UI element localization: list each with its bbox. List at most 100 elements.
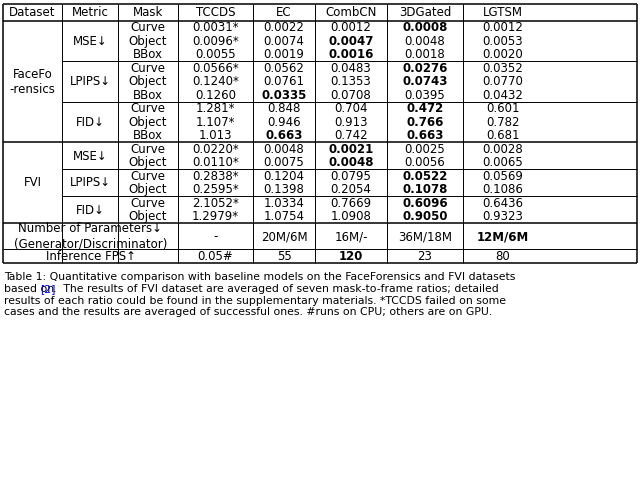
Text: MSE↓: MSE↓	[72, 35, 108, 48]
Text: 0.1204: 0.1204	[264, 170, 305, 183]
Text: 1.0908: 1.0908	[331, 210, 371, 223]
Text: 16M/-: 16M/-	[334, 230, 368, 243]
Text: 0.2838*: 0.2838*	[192, 170, 239, 183]
Text: 0.0048: 0.0048	[264, 143, 305, 156]
Text: 0.0220*: 0.0220*	[192, 143, 239, 156]
Text: Curve: Curve	[131, 197, 166, 210]
Text: Dataset: Dataset	[9, 6, 56, 19]
Text: 0.0096*: 0.0096*	[192, 35, 239, 48]
Text: 0.766: 0.766	[406, 116, 444, 129]
Text: 0.601: 0.601	[486, 102, 520, 115]
Text: 0.0335: 0.0335	[261, 89, 307, 102]
Text: 0.472: 0.472	[406, 102, 444, 115]
Text: 0.0031*: 0.0031*	[192, 21, 239, 34]
Text: 0.0708: 0.0708	[331, 89, 371, 102]
Text: 0.0352: 0.0352	[483, 62, 524, 75]
Text: Object: Object	[129, 183, 167, 196]
Text: 3DGated: 3DGated	[399, 6, 451, 19]
Text: 0.1240*: 0.1240*	[192, 75, 239, 88]
Text: Curve: Curve	[131, 143, 166, 156]
Text: 0.0053: 0.0053	[483, 35, 524, 48]
Text: -: -	[213, 230, 218, 243]
Text: 0.0110*: 0.0110*	[192, 156, 239, 169]
Text: 0.1353: 0.1353	[331, 75, 371, 88]
Text: TCCDS: TCCDS	[196, 6, 236, 19]
Text: Number of Parameters↓
(Generator/Discriminator): Number of Parameters↓ (Generator/Discrim…	[14, 222, 167, 250]
Text: 0.0021: 0.0021	[328, 143, 374, 156]
Text: [2]: [2]	[40, 284, 56, 294]
Text: 0.05#: 0.05#	[198, 250, 234, 263]
Text: Inference FPS↑: Inference FPS↑	[45, 250, 136, 263]
Text: 55: 55	[276, 250, 291, 263]
Text: 0.0048: 0.0048	[404, 35, 445, 48]
Text: 80: 80	[495, 250, 510, 263]
Text: 0.0018: 0.0018	[404, 48, 445, 61]
Text: 0.663: 0.663	[266, 129, 303, 142]
Text: Curve: Curve	[131, 170, 166, 183]
Text: 0.6436: 0.6436	[483, 197, 524, 210]
Text: BBox: BBox	[133, 89, 163, 102]
Text: 0.0761: 0.0761	[264, 75, 305, 88]
Text: 0.0522: 0.0522	[403, 170, 448, 183]
Text: CombCN: CombCN	[325, 6, 377, 19]
Text: 0.0432: 0.0432	[483, 89, 524, 102]
Text: Curve: Curve	[131, 62, 166, 75]
Text: 0.9323: 0.9323	[483, 210, 524, 223]
Text: 0.0569: 0.0569	[483, 170, 524, 183]
Text: 0.913: 0.913	[334, 116, 368, 129]
Text: Object: Object	[129, 35, 167, 48]
Text: 0.9050: 0.9050	[403, 210, 448, 223]
Text: Object: Object	[129, 156, 167, 169]
Text: 0.0008: 0.0008	[403, 21, 448, 34]
Text: Curve: Curve	[131, 21, 166, 34]
Text: .  The results of FVI dataset are averaged of seven mask-to-frame ratios; detail: . The results of FVI dataset are average…	[52, 284, 499, 294]
Text: 0.742: 0.742	[334, 129, 368, 142]
Text: Object: Object	[129, 75, 167, 88]
Text: Mask: Mask	[133, 6, 163, 19]
Text: 0.681: 0.681	[486, 129, 520, 142]
Text: Object: Object	[129, 210, 167, 223]
Text: Metric: Metric	[72, 6, 108, 19]
Text: 1.2979*: 1.2979*	[192, 210, 239, 223]
Text: based on: based on	[4, 284, 58, 294]
Text: 0.1078: 0.1078	[403, 183, 448, 196]
Text: BBox: BBox	[133, 129, 163, 142]
Text: 0.0028: 0.0028	[483, 143, 524, 156]
Text: LGTSM: LGTSM	[483, 6, 523, 19]
Text: 1.013: 1.013	[199, 129, 232, 142]
Text: 0.704: 0.704	[334, 102, 368, 115]
Text: 0.0395: 0.0395	[404, 89, 445, 102]
Text: 0.0056: 0.0056	[404, 156, 445, 169]
Text: 0.2595*: 0.2595*	[192, 183, 239, 196]
Text: 0.0022: 0.0022	[264, 21, 305, 34]
Text: FID↓: FID↓	[76, 204, 104, 216]
Text: 0.0795: 0.0795	[331, 170, 371, 183]
Text: MSE↓: MSE↓	[72, 150, 108, 163]
Text: Curve: Curve	[131, 102, 166, 115]
Text: FVI: FVI	[24, 176, 42, 190]
Text: 0.0019: 0.0019	[264, 48, 305, 61]
Text: 0.663: 0.663	[406, 129, 444, 142]
Text: 0.0055: 0.0055	[195, 48, 236, 61]
Text: 0.1398: 0.1398	[264, 183, 305, 196]
Text: 20M/6M: 20M/6M	[260, 230, 307, 243]
Text: 0.848: 0.848	[268, 102, 301, 115]
Text: 23: 23	[417, 250, 433, 263]
Text: 0.1260: 0.1260	[195, 89, 236, 102]
Text: results of each ratio could be found in the supplementary materials. *TCCDS fail: results of each ratio could be found in …	[4, 295, 506, 305]
Text: LPIPS↓: LPIPS↓	[69, 176, 111, 190]
Text: 0.0770: 0.0770	[483, 75, 524, 88]
Text: 0.0047: 0.0047	[328, 35, 374, 48]
Text: 0.946: 0.946	[267, 116, 301, 129]
Text: 0.2054: 0.2054	[331, 183, 371, 196]
Text: 0.0743: 0.0743	[403, 75, 448, 88]
Text: EC: EC	[276, 6, 292, 19]
Text: 0.0048: 0.0048	[328, 156, 374, 169]
Text: 0.0276: 0.0276	[403, 62, 448, 75]
Text: 1.0754: 1.0754	[264, 210, 305, 223]
Text: 0.0012: 0.0012	[331, 21, 371, 34]
Text: 36M/18M: 36M/18M	[398, 230, 452, 243]
Text: 0.7669: 0.7669	[330, 197, 372, 210]
Text: 2.1052*: 2.1052*	[192, 197, 239, 210]
Text: cases and the results are averaged of successful ones. #runs on CPU; others are : cases and the results are averaged of su…	[4, 307, 492, 317]
